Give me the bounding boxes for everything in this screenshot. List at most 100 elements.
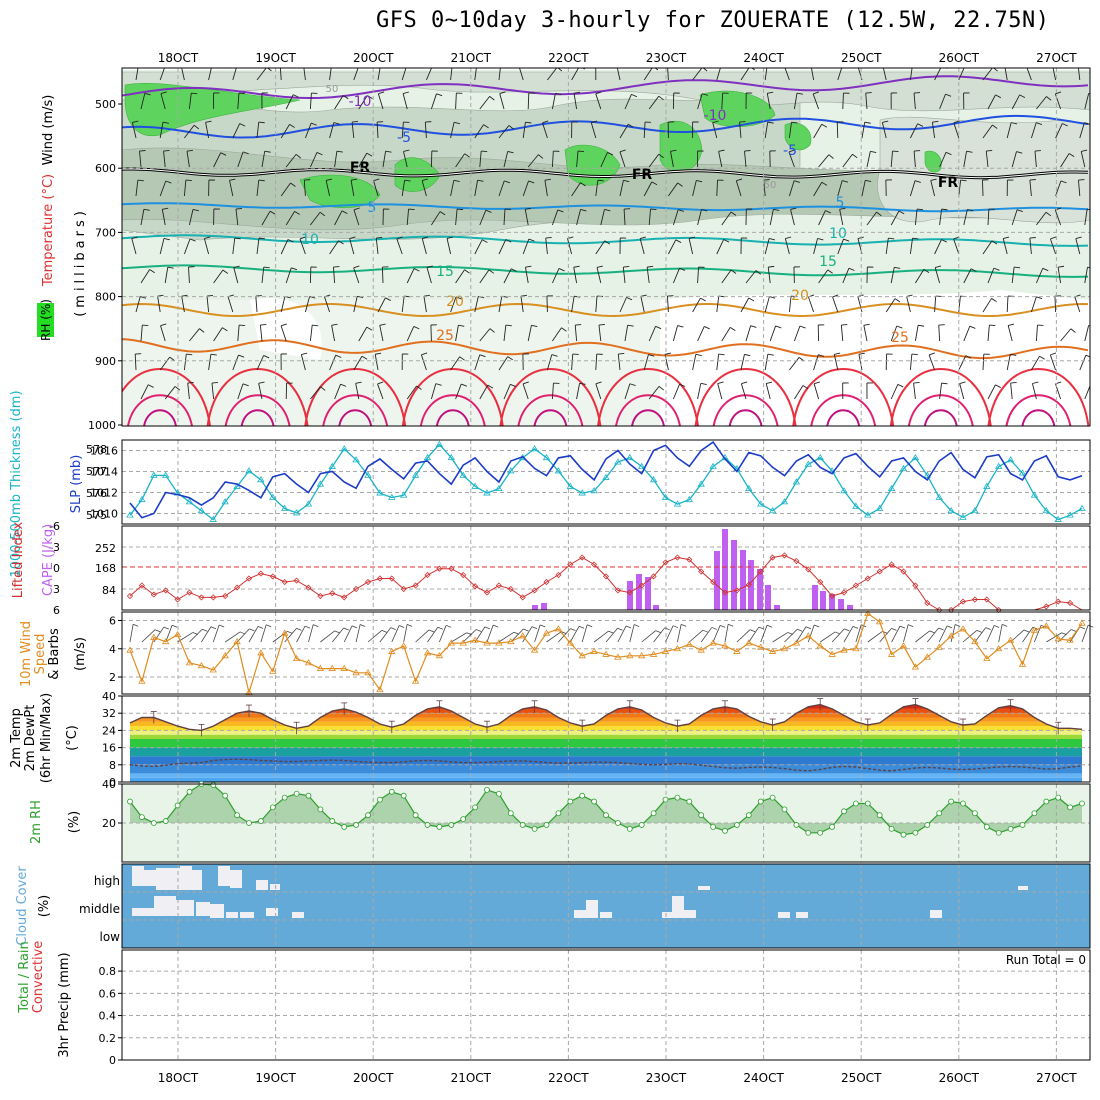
wind-barb (261, 267, 265, 284)
cloud-cell (586, 900, 598, 918)
lifted-index-marker (210, 594, 217, 601)
rh2m-marker (353, 822, 360, 828)
lifted-index-marker (472, 583, 479, 590)
rh2m-marker (900, 831, 907, 838)
wind10-marker (614, 653, 622, 660)
cape-panel-frame (121, 525, 1091, 611)
cloud-cell (672, 896, 684, 918)
wind-barb (261, 210, 271, 226)
wind-barb-feather (522, 381, 529, 385)
temp-band (130, 734, 1082, 739)
rh2m-marker (650, 810, 657, 817)
rh2m-marker (448, 822, 455, 828)
wind-barb (640, 296, 645, 313)
wind10-barb (843, 626, 854, 643)
rh2m-marker (662, 796, 669, 803)
wind-barb-feather (507, 356, 513, 361)
wind-barb-feather (858, 352, 865, 355)
wind-barb-feather (519, 63, 525, 65)
wind-barb-feather (1050, 236, 1057, 240)
wind-barb-feather (750, 325, 757, 328)
rh2m-fill (130, 784, 1082, 835)
wind10-barb (320, 630, 335, 643)
wind-barb (184, 125, 195, 139)
wind10-barb-feather (680, 624, 687, 627)
thickness-marker (364, 471, 372, 478)
wind10-barb-feather (154, 629, 161, 633)
slp-tick: 1012 (90, 487, 118, 500)
wind-barb-feather (319, 211, 326, 217)
wind10-marker (161, 637, 170, 645)
wind-barb-feather (436, 93, 443, 97)
thickness-marker (626, 453, 634, 461)
wind-barb (866, 151, 871, 168)
rh2m-marker (519, 822, 526, 828)
wind-barb (716, 296, 720, 313)
thickness-marker (745, 484, 753, 492)
wind-barb (1084, 267, 1088, 284)
lifted-index-marker (138, 582, 145, 589)
wind-barb-feather (748, 297, 755, 302)
wind-barb-feather (619, 149, 626, 153)
isotherm--5 (122, 114, 1089, 139)
wind-barb-feather (326, 178, 333, 181)
wind10-barb-feather (908, 624, 914, 627)
wind10-marker (590, 647, 598, 654)
wind-barb-feather (834, 352, 841, 355)
wind-barb (953, 122, 960, 139)
tick-label: 0.6 (99, 987, 117, 1000)
wind-barb-feather (595, 381, 602, 385)
rh-high-cell (699, 90, 776, 127)
wind-barb (958, 180, 962, 197)
temperature-line (129, 703, 1083, 732)
wind-barb-feather (827, 269, 833, 274)
thickness-marker (959, 513, 967, 520)
wind-barb (571, 296, 575, 313)
wind-barb-feather (269, 210, 276, 215)
cape-bar (627, 581, 633, 610)
slp-grid (122, 440, 1090, 524)
wind-barb (232, 123, 241, 139)
lifted-index-marker (817, 578, 824, 586)
wind-barb-feather (790, 207, 797, 210)
wind-barb (376, 122, 379, 139)
cape-grid (122, 526, 1090, 610)
wind-barb-feather (165, 180, 172, 184)
wind10-panel-frame (121, 611, 1091, 695)
wind-barb-feather (718, 353, 725, 356)
wind10-barb (415, 629, 430, 643)
wind-barb (304, 296, 311, 313)
wind10-barb (605, 627, 618, 643)
wind-barb (1011, 94, 1021, 110)
rh2m-marker (138, 814, 145, 821)
t2m-panel-frame (121, 695, 1091, 783)
lifted-index-marker (364, 578, 372, 586)
rh-legend-swatch (37, 303, 54, 337)
lifted-index-marker (495, 582, 502, 589)
wind-barb-feather (677, 182, 683, 187)
wind-barb (203, 238, 210, 255)
lifted-index-marker (591, 561, 598, 568)
wind-barb (406, 268, 415, 284)
lifted-index-marker (448, 565, 455, 572)
wind-barb (1031, 383, 1037, 400)
wind10-marker (923, 653, 932, 660)
tick-label: 0 (109, 776, 116, 789)
wind-barb-feather (211, 382, 218, 384)
wind-barb (909, 68, 913, 81)
wind10-barb (379, 627, 392, 643)
wind10-barb-feather (360, 624, 366, 627)
wind-barb (474, 68, 477, 81)
t2m-grid (122, 696, 1090, 782)
wind10-barb-feather (727, 623, 734, 627)
wind-barb (692, 180, 697, 197)
wind-barb-feather (689, 236, 696, 239)
cape-bar (645, 577, 651, 610)
wind-barb-feather (258, 381, 265, 384)
thickness-marker (340, 445, 348, 452)
wind-barb-feather (287, 239, 294, 243)
rh2m-marker (864, 800, 871, 807)
wind-barb-feather (352, 120, 359, 123)
wind-barb-feather (1085, 354, 1090, 358)
wind-barb (767, 267, 771, 284)
